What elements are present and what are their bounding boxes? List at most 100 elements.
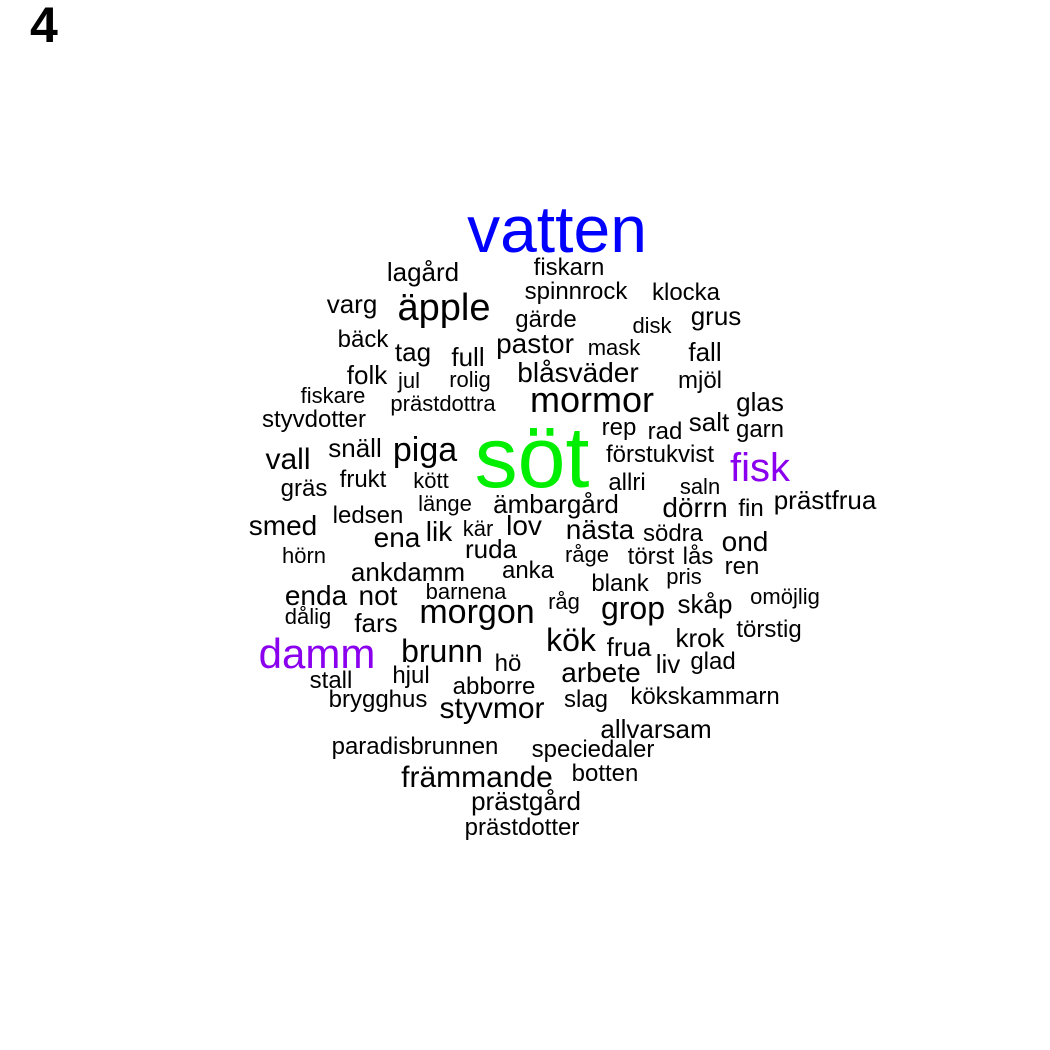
word: rep (601, 414, 637, 441)
word: skåp (677, 589, 733, 619)
word: blank (591, 570, 649, 597)
word: ena (373, 522, 421, 553)
word: glas (736, 387, 784, 417)
word: rolig (449, 367, 491, 392)
word: botten (571, 760, 639, 787)
word: vatten (467, 192, 647, 266)
word: lås (682, 543, 714, 570)
word: stall (309, 667, 353, 694)
word: snäll (328, 433, 382, 463)
word: krok (675, 623, 725, 653)
word: södra (642, 520, 704, 547)
word: hörn (281, 543, 327, 568)
word: prästgård (471, 786, 581, 816)
word: prästfrua (773, 485, 877, 515)
word: damm (258, 630, 376, 677)
word: prästdotter (464, 814, 580, 841)
word: prästdottra (390, 391, 496, 416)
word: paradisbrunnen (331, 733, 499, 760)
word: ren (724, 553, 760, 580)
word: råge (564, 542, 610, 567)
word: gärde (515, 306, 577, 333)
word: full (451, 342, 485, 372)
word: förstukvist (605, 441, 715, 468)
panel-label: 4 (30, 0, 58, 53)
word: söt (474, 410, 590, 506)
word: fall (688, 337, 722, 367)
word: brunn (401, 633, 483, 669)
word: ämbargård (493, 489, 619, 519)
word: bäck (337, 326, 389, 353)
word: piga (392, 431, 458, 469)
word: dålig (284, 604, 332, 629)
word: nästa (565, 514, 635, 545)
word: anka (501, 557, 555, 584)
word: allvarsam (600, 714, 712, 744)
word: slag (563, 686, 609, 713)
word: brygghus (328, 686, 428, 713)
word: spinnrock (524, 278, 628, 305)
word: hjul (392, 662, 430, 689)
word: jul (397, 368, 421, 393)
word: vall (265, 443, 311, 476)
word: mormor (530, 379, 654, 420)
word: fiskare (300, 383, 366, 408)
word: pastor (496, 328, 574, 359)
word: fin (738, 495, 764, 522)
word: enda (284, 580, 348, 611)
word: kökskammarn (630, 683, 780, 710)
word: disk (632, 313, 672, 338)
word: styvmor (439, 692, 545, 725)
word: glad (690, 648, 736, 675)
word: länge (418, 491, 472, 516)
word: saln (679, 474, 721, 499)
word: grus (690, 301, 742, 331)
word: allri (608, 469, 646, 496)
word: kök (546, 622, 596, 658)
word: omöjlig (750, 584, 820, 609)
word: ond (721, 526, 769, 557)
word: kär (462, 516, 494, 541)
word: frua (606, 632, 652, 662)
word: gräs (280, 475, 328, 502)
word: kött (413, 468, 449, 493)
word: äpple (397, 287, 491, 329)
word: dörrn (662, 492, 728, 523)
word: klocka (651, 279, 721, 306)
word: lik (425, 516, 453, 547)
word: smed (248, 510, 318, 541)
word: blåsväder (517, 357, 639, 388)
word: folk (346, 360, 388, 390)
word: not (358, 580, 398, 611)
word: grop (600, 590, 666, 626)
word: barnena (425, 579, 507, 604)
word: arbete (561, 657, 641, 688)
word: lov (506, 510, 542, 541)
word: tag (394, 337, 432, 367)
word: ankdamm (350, 557, 466, 587)
word: fars (354, 608, 398, 638)
word: morgon (419, 593, 535, 631)
word: varg (326, 289, 378, 319)
word: speciedaler (531, 736, 655, 763)
word: mask (587, 335, 641, 360)
word: abborre (452, 673, 536, 700)
word: främmande (401, 761, 553, 794)
word: fisk (730, 446, 790, 490)
word: fiskarn (533, 254, 605, 281)
word: råg (548, 589, 580, 614)
word: törst (627, 543, 675, 570)
word: garn (735, 416, 785, 443)
word: törstig (736, 616, 802, 643)
word: ruda (464, 534, 518, 564)
word: liv (655, 649, 681, 679)
word: styvdotter (261, 406, 367, 433)
word: salt (688, 407, 730, 437)
word: pris (666, 564, 702, 589)
word: hö (494, 650, 522, 677)
word: mjöl (677, 367, 723, 394)
word: frukt (339, 466, 387, 493)
word: rad (647, 418, 683, 445)
word: ledsen (332, 502, 404, 529)
